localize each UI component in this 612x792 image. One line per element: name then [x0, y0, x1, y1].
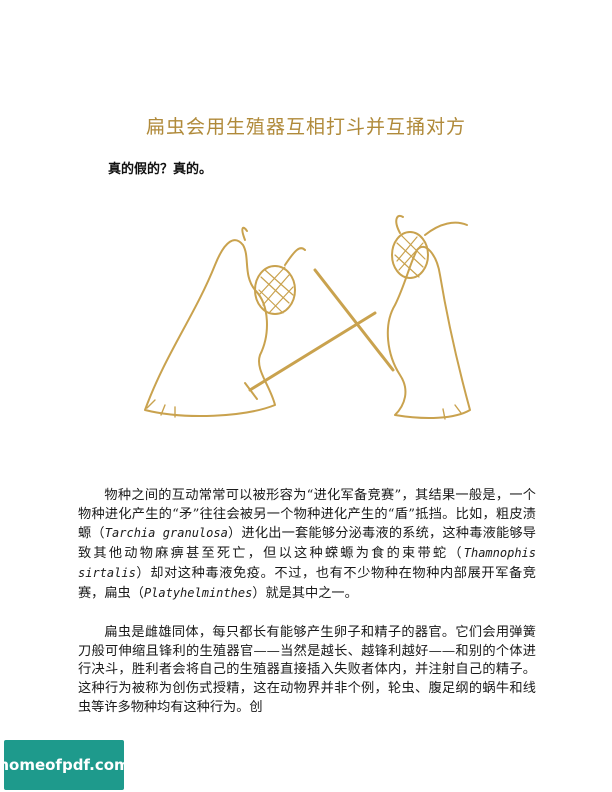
paragraph-1: 物种之间的互动常常可以被形容为“进化军备竞赛”，其结果一般是，一个物种进化产生的… [78, 488, 536, 601]
page-title: 扁虫会用生殖器互相打斗并互捅对方 [145, 116, 466, 138]
flatworm-fencing-illustration [144, 214, 471, 420]
subtitle: 真的假的？真的。 [108, 162, 213, 177]
watermark-logo: homeofpdf.com [0, 740, 130, 790]
paragraph-2: 扁虫是雌雄同体，每只都长有能够产生卵子和精子的器官。它们会用弹簧刀般可伸缩且锋利… [78, 625, 536, 715]
